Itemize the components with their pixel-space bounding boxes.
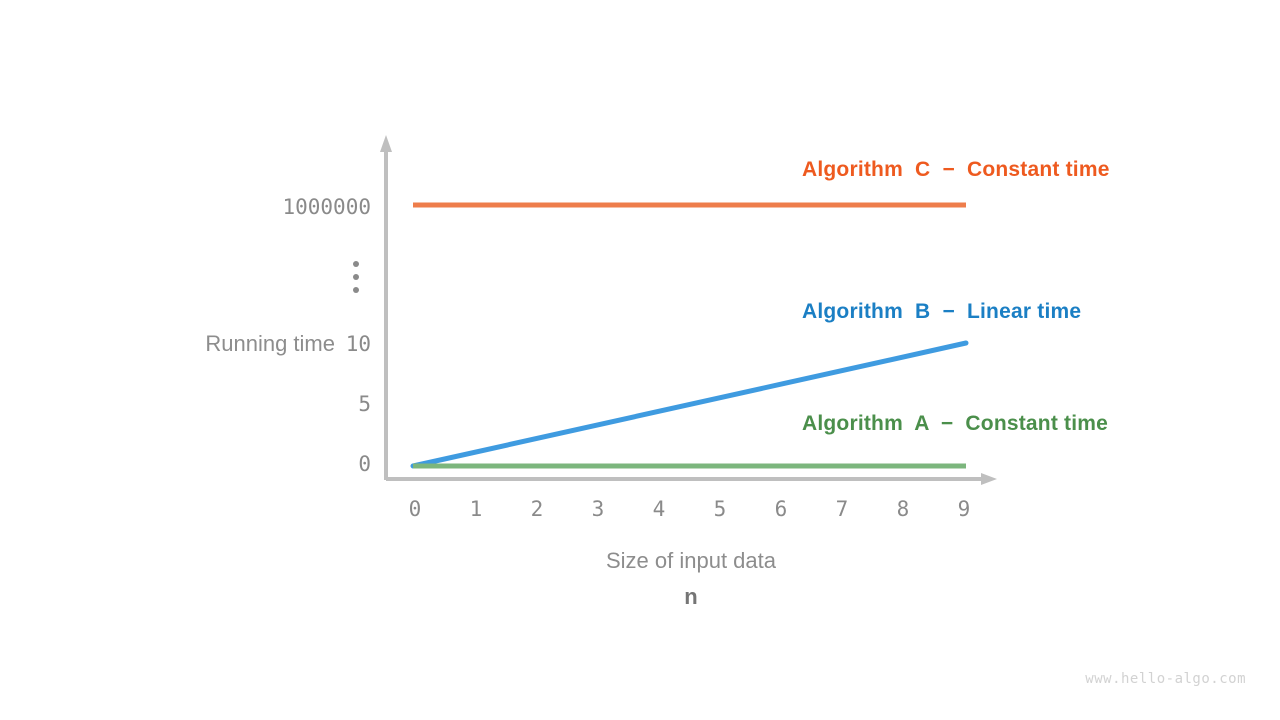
x-tick-label-9: 9 — [957, 497, 971, 521]
x-axis — [386, 473, 997, 485]
series-line-algorithm-b — [410, 340, 969, 469]
y-axis-title: Running time — [205, 331, 335, 356]
legend-item-algorithm-c: Algorithm C − Constant time — [802, 158, 1110, 181]
watermark-text: www.hello-algo.com — [1085, 671, 1246, 687]
y-axis — [380, 135, 392, 480]
x-tick-label-6: 6 — [774, 497, 788, 521]
legend-item-algorithm-b: Algorithm B − Linear time — [802, 300, 1082, 323]
x-axis-symbol: n — [684, 584, 698, 609]
x-tick-label-5: 5 — [713, 497, 727, 521]
x-tick-label-2: 2 — [530, 497, 544, 521]
x-tick-label-7: 7 — [835, 497, 849, 521]
x-axis-title: Size of input data — [605, 548, 777, 573]
x-tick-label-1: 1 — [469, 497, 483, 521]
y-tick-label-5: 5 — [358, 392, 371, 416]
x-tick-label-3: 3 — [591, 497, 605, 521]
x-tick-label-8: 8 — [896, 497, 910, 521]
x-tick-label-4: 4 — [652, 497, 666, 521]
y-axis-ellipsis — [345, 225, 371, 329]
y-tick-label-1000000: 1000000 — [282, 195, 371, 219]
x-tick-label-0: 0 — [408, 497, 422, 521]
legend-item-algorithm-a: Algorithm A − Constant time — [802, 412, 1109, 435]
y-tick-label-10: 10 — [345, 332, 371, 356]
y-tick-label-0: 0 — [358, 452, 371, 476]
